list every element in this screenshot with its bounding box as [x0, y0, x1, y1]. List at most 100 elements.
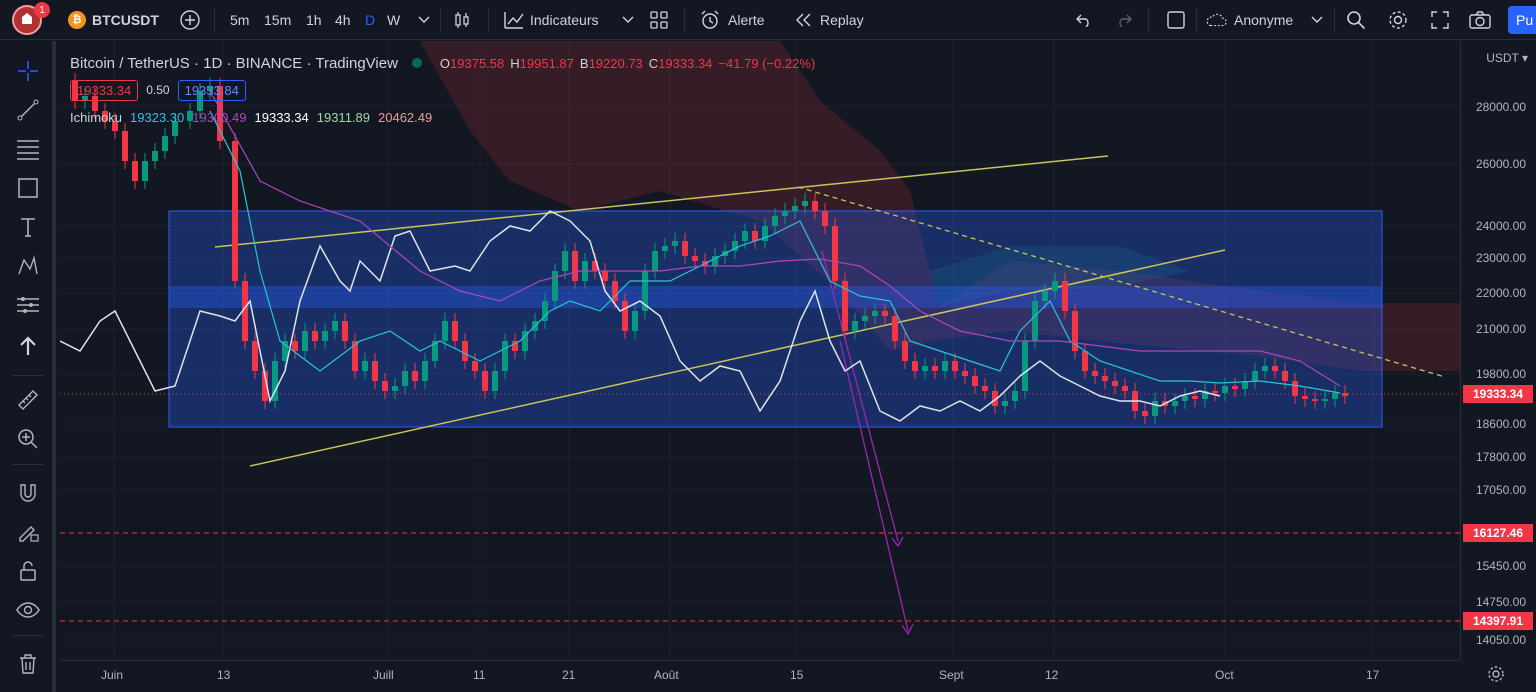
grid-icon: [647, 8, 671, 32]
symbol-search[interactable]: ₿ BTCUSDT: [68, 0, 159, 40]
legend-ichimoku-row[interactable]: Ichimoku 19323.30 19300.49 19333.34 1931…: [70, 105, 821, 129]
legend-high: 19951.87: [519, 55, 574, 71]
fullscreen-button[interactable]: [1428, 0, 1452, 40]
undo-button[interactable]: [1072, 0, 1096, 40]
candle-body: [912, 361, 918, 371]
candle-body: [1102, 376, 1108, 381]
candle-body: [622, 301, 628, 331]
layout-dropdown[interactable]: [1305, 0, 1329, 40]
eye-icon[interactable]: [12, 594, 44, 626]
interval-1d[interactable]: D: [365, 12, 376, 28]
rectangle-icon[interactable]: [12, 172, 44, 204]
time-axis[interactable]: Juin 13 Juill 11 21 Août 15 Sept 12 Oct …: [60, 660, 1460, 692]
search-button[interactable]: [1344, 0, 1368, 40]
indicators-dropdown[interactable]: [616, 0, 640, 40]
chart-pane[interactable]: [59, 41, 1460, 660]
prediction-icon[interactable]: [12, 289, 44, 321]
candle-body: [1072, 311, 1078, 351]
time-tick: 13: [217, 668, 231, 682]
currency-selector[interactable]: USDT ▾: [1486, 51, 1528, 65]
interval-15m[interactable]: 15m: [264, 12, 292, 28]
candle-body: [92, 96, 98, 111]
templates-button[interactable]: [647, 0, 671, 40]
ruler-icon[interactable]: [12, 384, 44, 416]
candle-body: [242, 281, 248, 341]
candle-body: [522, 331, 528, 351]
layout-button[interactable]: [1164, 0, 1188, 40]
candle-body: [272, 361, 278, 401]
candle-body: [112, 121, 118, 131]
current-price-label: 19333.34: [1463, 385, 1533, 403]
price-axis[interactable]: USDT ▾ 28000.00 26000.00 24000.00 23000.…: [1460, 41, 1536, 660]
interval-dropdown[interactable]: [412, 0, 436, 40]
candle-body: [352, 341, 358, 371]
candle-body: [1242, 381, 1248, 389]
candle-body: [462, 341, 468, 361]
candle-body: [1052, 281, 1058, 291]
candle-body: [752, 231, 758, 241]
spread-value: 0.50: [146, 83, 170, 97]
candle-body: [512, 341, 518, 351]
candle-body: [302, 331, 308, 351]
arrow-up-icon[interactable]: [12, 330, 44, 362]
chart-type-button[interactable]: [450, 0, 474, 40]
sell-button[interactable]: 19333.34: [70, 79, 139, 101]
interval-5m[interactable]: 5m: [230, 12, 250, 28]
price-tick: 14750.00: [1475, 595, 1526, 609]
trend-line-icon[interactable]: [12, 94, 44, 126]
camera-icon: [1468, 8, 1492, 32]
candle-body: [772, 216, 778, 226]
candle-body: [217, 86, 223, 141]
replay-button[interactable]: Replay: [792, 0, 864, 40]
text-icon[interactable]: [12, 211, 44, 243]
legend-title[interactable]: Bitcoin / TetherUS · 1D · BINANCE · Trad…: [70, 54, 398, 72]
user-avatar[interactable]: 1: [12, 0, 50, 40]
candle-body: [982, 386, 988, 391]
bitcoin-icon: ₿: [68, 11, 86, 29]
magnet-icon[interactable]: [12, 477, 44, 509]
chart-settings-icon[interactable]: [1486, 664, 1508, 686]
candle-body: [1012, 391, 1018, 401]
buy-button[interactable]: 19333.84: [177, 79, 246, 101]
undo-icon: [1072, 8, 1096, 32]
ichimoku-span-b: 20462.49: [378, 109, 433, 125]
price-chart[interactable]: [59, 41, 1460, 660]
price-tick: 15450.00: [1475, 559, 1526, 573]
candle-body: [712, 256, 718, 266]
interval-4h[interactable]: 4h: [335, 12, 351, 28]
notification-badge: 1: [34, 2, 50, 18]
candle-body: [1192, 396, 1198, 399]
ichimoku-chikou-line: [59, 210, 1221, 422]
alert-button[interactable]: Alerte: [698, 0, 765, 40]
indicators-button[interactable]: Indicateurs: [502, 0, 598, 40]
time-tick: Sept: [939, 668, 964, 682]
settings-button[interactable]: [1386, 0, 1410, 40]
candle-body: [852, 321, 858, 331]
layout-name-button[interactable]: Anonyme: [1204, 0, 1293, 40]
ichimoku-kijun: 19300.49: [192, 109, 247, 125]
candle-body: [742, 231, 748, 241]
fib-lines-icon[interactable]: [12, 133, 44, 165]
pattern-icon[interactable]: [12, 250, 44, 282]
trash-icon[interactable]: [12, 648, 44, 680]
price-tick: 21000.00: [1475, 322, 1526, 336]
indicators-label: Indicateurs: [530, 12, 599, 28]
interval-1w[interactable]: W: [387, 12, 401, 28]
zoom-in-icon[interactable]: [12, 423, 44, 455]
candle-body: [1232, 386, 1238, 389]
price-tick: 23000.00: [1475, 251, 1526, 265]
crosshair-icon[interactable]: [12, 55, 44, 87]
candle-body: [1122, 386, 1128, 391]
publish-button[interactable]: Pu: [1508, 6, 1536, 34]
candle-body: [132, 161, 138, 181]
candle-body: [1302, 396, 1308, 399]
snapshot-button[interactable]: [1468, 0, 1492, 40]
interval-1h[interactable]: 1h: [306, 12, 322, 28]
lock-icon[interactable]: [12, 555, 44, 587]
draw-lock-icon[interactable]: [12, 516, 44, 548]
alarm-clock-icon: [698, 8, 722, 32]
compare-button[interactable]: [178, 0, 202, 40]
redo-button[interactable]: [1112, 0, 1136, 40]
candle-body: [832, 226, 838, 281]
projection-arrow-1: [821, 250, 899, 542]
